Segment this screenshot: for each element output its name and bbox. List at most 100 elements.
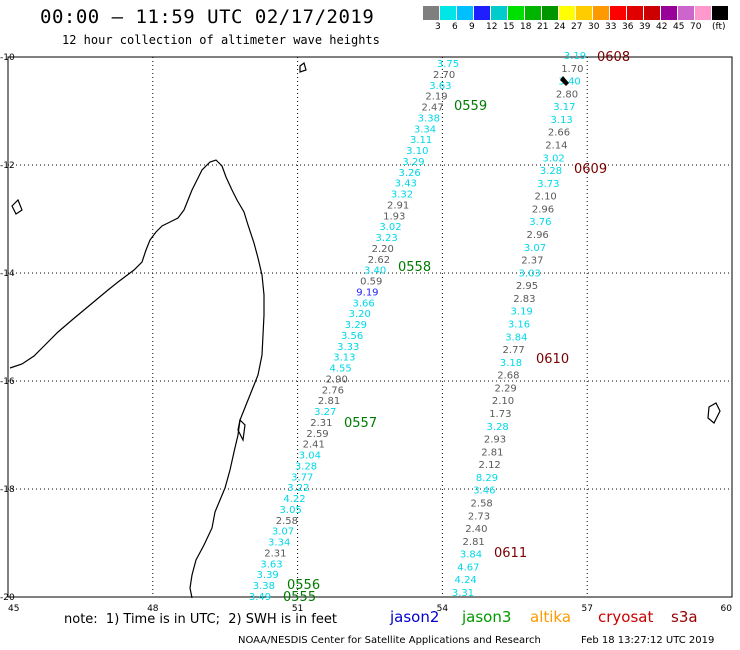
wave-height-value: 3.39 bbox=[257, 570, 279, 581]
pass-label-0610: 0610 bbox=[536, 352, 569, 367]
latitude-label: -10 bbox=[0, 53, 15, 63]
wave-height-value: 3.73 bbox=[537, 179, 559, 190]
wave-height-value: 3.46 bbox=[473, 486, 495, 497]
wave-height-value: 2.81 bbox=[481, 447, 503, 458]
wave-height-value: 2.58 bbox=[471, 499, 493, 510]
pass-label-0609: 0609 bbox=[574, 162, 607, 177]
wave-height-value: 3.13 bbox=[333, 353, 355, 364]
wave-height-value: 2.81 bbox=[318, 396, 340, 407]
color-swatch bbox=[508, 6, 525, 20]
wave-height-value: 3.16 bbox=[508, 320, 530, 331]
wave-height-value: 3.75 bbox=[437, 59, 459, 70]
wave-height-value: 3.40 bbox=[364, 266, 386, 277]
wave-height-value: 2.95 bbox=[516, 281, 538, 292]
coastline bbox=[9, 61, 721, 599]
pass-label-0611: 0611 bbox=[494, 546, 527, 561]
wave-height-value: 3.40 bbox=[559, 77, 581, 88]
wave-height-value: 3.38 bbox=[418, 113, 440, 124]
wave-height-value: 2.66 bbox=[548, 128, 570, 139]
wave-height-value: 2.62 bbox=[368, 255, 390, 266]
wave-height-value: 3.28 bbox=[540, 166, 562, 177]
color-swatch bbox=[525, 6, 542, 20]
wave-height-value: 4.55 bbox=[329, 364, 351, 375]
wave-height-value: 3.02 bbox=[379, 222, 401, 233]
color-swatch bbox=[559, 6, 576, 20]
satellite-altika: altika bbox=[530, 608, 572, 626]
color-swatch bbox=[678, 6, 695, 20]
wave-height-value: 2.31 bbox=[264, 548, 286, 559]
wave-height-value: 3.43 bbox=[395, 179, 417, 190]
islet-west bbox=[11, 198, 23, 215]
wave-height-value: 3.32 bbox=[391, 190, 413, 201]
color-scale-tick: 12 bbox=[486, 22, 498, 32]
wave-height-value: 3.18 bbox=[500, 358, 522, 369]
color-swatch bbox=[576, 6, 593, 20]
color-swatch bbox=[661, 6, 678, 20]
longitude-label: 57 bbox=[581, 604, 592, 614]
color-swatch bbox=[712, 6, 729, 20]
color-scale-tick: 33 bbox=[605, 22, 617, 32]
color-swatch bbox=[423, 6, 440, 20]
latitude-label: -18 bbox=[0, 485, 15, 495]
satellite-cryosat: cryosat bbox=[598, 608, 654, 626]
wave-height-value: 2.47 bbox=[422, 103, 444, 114]
credit-line: NOAA/NESDIS Center for Satellite Applica… bbox=[238, 635, 541, 646]
color-swatch bbox=[440, 6, 457, 20]
color-scale-tick: 39 bbox=[639, 22, 651, 32]
wave-height-value: 1.93 bbox=[383, 211, 405, 222]
color-swatch bbox=[644, 6, 661, 20]
wave-height-value: 3.19 bbox=[511, 307, 533, 318]
wave-height-value: 8.29 bbox=[476, 473, 498, 484]
latitude-label: -12 bbox=[0, 161, 15, 171]
wave-height-value: 4.67 bbox=[457, 562, 479, 573]
islet-sainte-marie bbox=[237, 418, 246, 443]
madagascar-coastline bbox=[9, 159, 265, 599]
color-scale-tick: 36 bbox=[622, 22, 634, 32]
wave-height-value: 3.63 bbox=[260, 559, 282, 570]
island-north bbox=[299, 61, 307, 73]
wave-height-value: 2.83 bbox=[513, 294, 535, 305]
color-scale-tick: 15 bbox=[503, 22, 515, 32]
map-title: 00:00 – 11:59 UTC 02/17/2019 bbox=[40, 6, 375, 28]
wave-height-value: 4.22 bbox=[283, 494, 305, 505]
wave-height-value: 2.70 bbox=[433, 70, 455, 81]
wave-height-value: 2.14 bbox=[545, 141, 567, 152]
wave-height-value: 3.63 bbox=[429, 81, 451, 92]
color-scale-tick: 18 bbox=[520, 22, 532, 32]
wave-height-tracks: 3.752.703.632.192.473.383.343.113.103.29… bbox=[249, 51, 586, 603]
wave-height-value: 4.24 bbox=[455, 575, 477, 586]
map-subtitle: 12 hour collection of altimeter wave hei… bbox=[62, 33, 380, 47]
wave-height-value: 2.31 bbox=[310, 418, 332, 429]
color-swatch bbox=[627, 6, 644, 20]
wave-height-value: 3.77 bbox=[291, 472, 313, 483]
wave-height-value: 3.31 bbox=[452, 588, 474, 599]
wave-height-value: 2.96 bbox=[532, 204, 554, 215]
pass-label-0559: 0559 bbox=[454, 99, 487, 114]
wave-height-value: 3.33 bbox=[337, 342, 359, 353]
footer-note: note: 1) Time is in UTC; 2) SWH is in fe… bbox=[64, 612, 337, 627]
wave-height-value: 2.12 bbox=[479, 460, 501, 471]
wave-height-value: 3.38 bbox=[253, 581, 275, 592]
color-scale-tick: 24 bbox=[554, 22, 566, 32]
pass-label-0608: 0608 bbox=[597, 50, 630, 65]
satellite-s3a: s3a bbox=[671, 608, 698, 626]
wave-height-value: 2.76 bbox=[322, 385, 344, 396]
wave-height-value: 2.80 bbox=[556, 89, 578, 100]
wave-height-value: 3.34 bbox=[268, 538, 290, 549]
wave-height-value: 3.56 bbox=[341, 331, 363, 342]
wave-height-value: 2.68 bbox=[497, 371, 519, 382]
wave-height-value: 3.66 bbox=[352, 298, 374, 309]
longitude-label: 60 bbox=[721, 604, 733, 614]
satellite-jason3: jason3 bbox=[462, 608, 512, 626]
color-scale-tick: 21 bbox=[537, 22, 549, 32]
color-scale-tick: 9 bbox=[469, 22, 475, 32]
color-swatch bbox=[457, 6, 474, 20]
color-swatch bbox=[695, 6, 712, 20]
color-scale-tick: 6 bbox=[452, 22, 458, 32]
wave-height-value: 3.07 bbox=[272, 527, 294, 538]
pass-label-0558: 0558 bbox=[398, 260, 431, 275]
pass-label-0557: 0557 bbox=[344, 416, 377, 431]
color-swatch bbox=[610, 6, 627, 20]
